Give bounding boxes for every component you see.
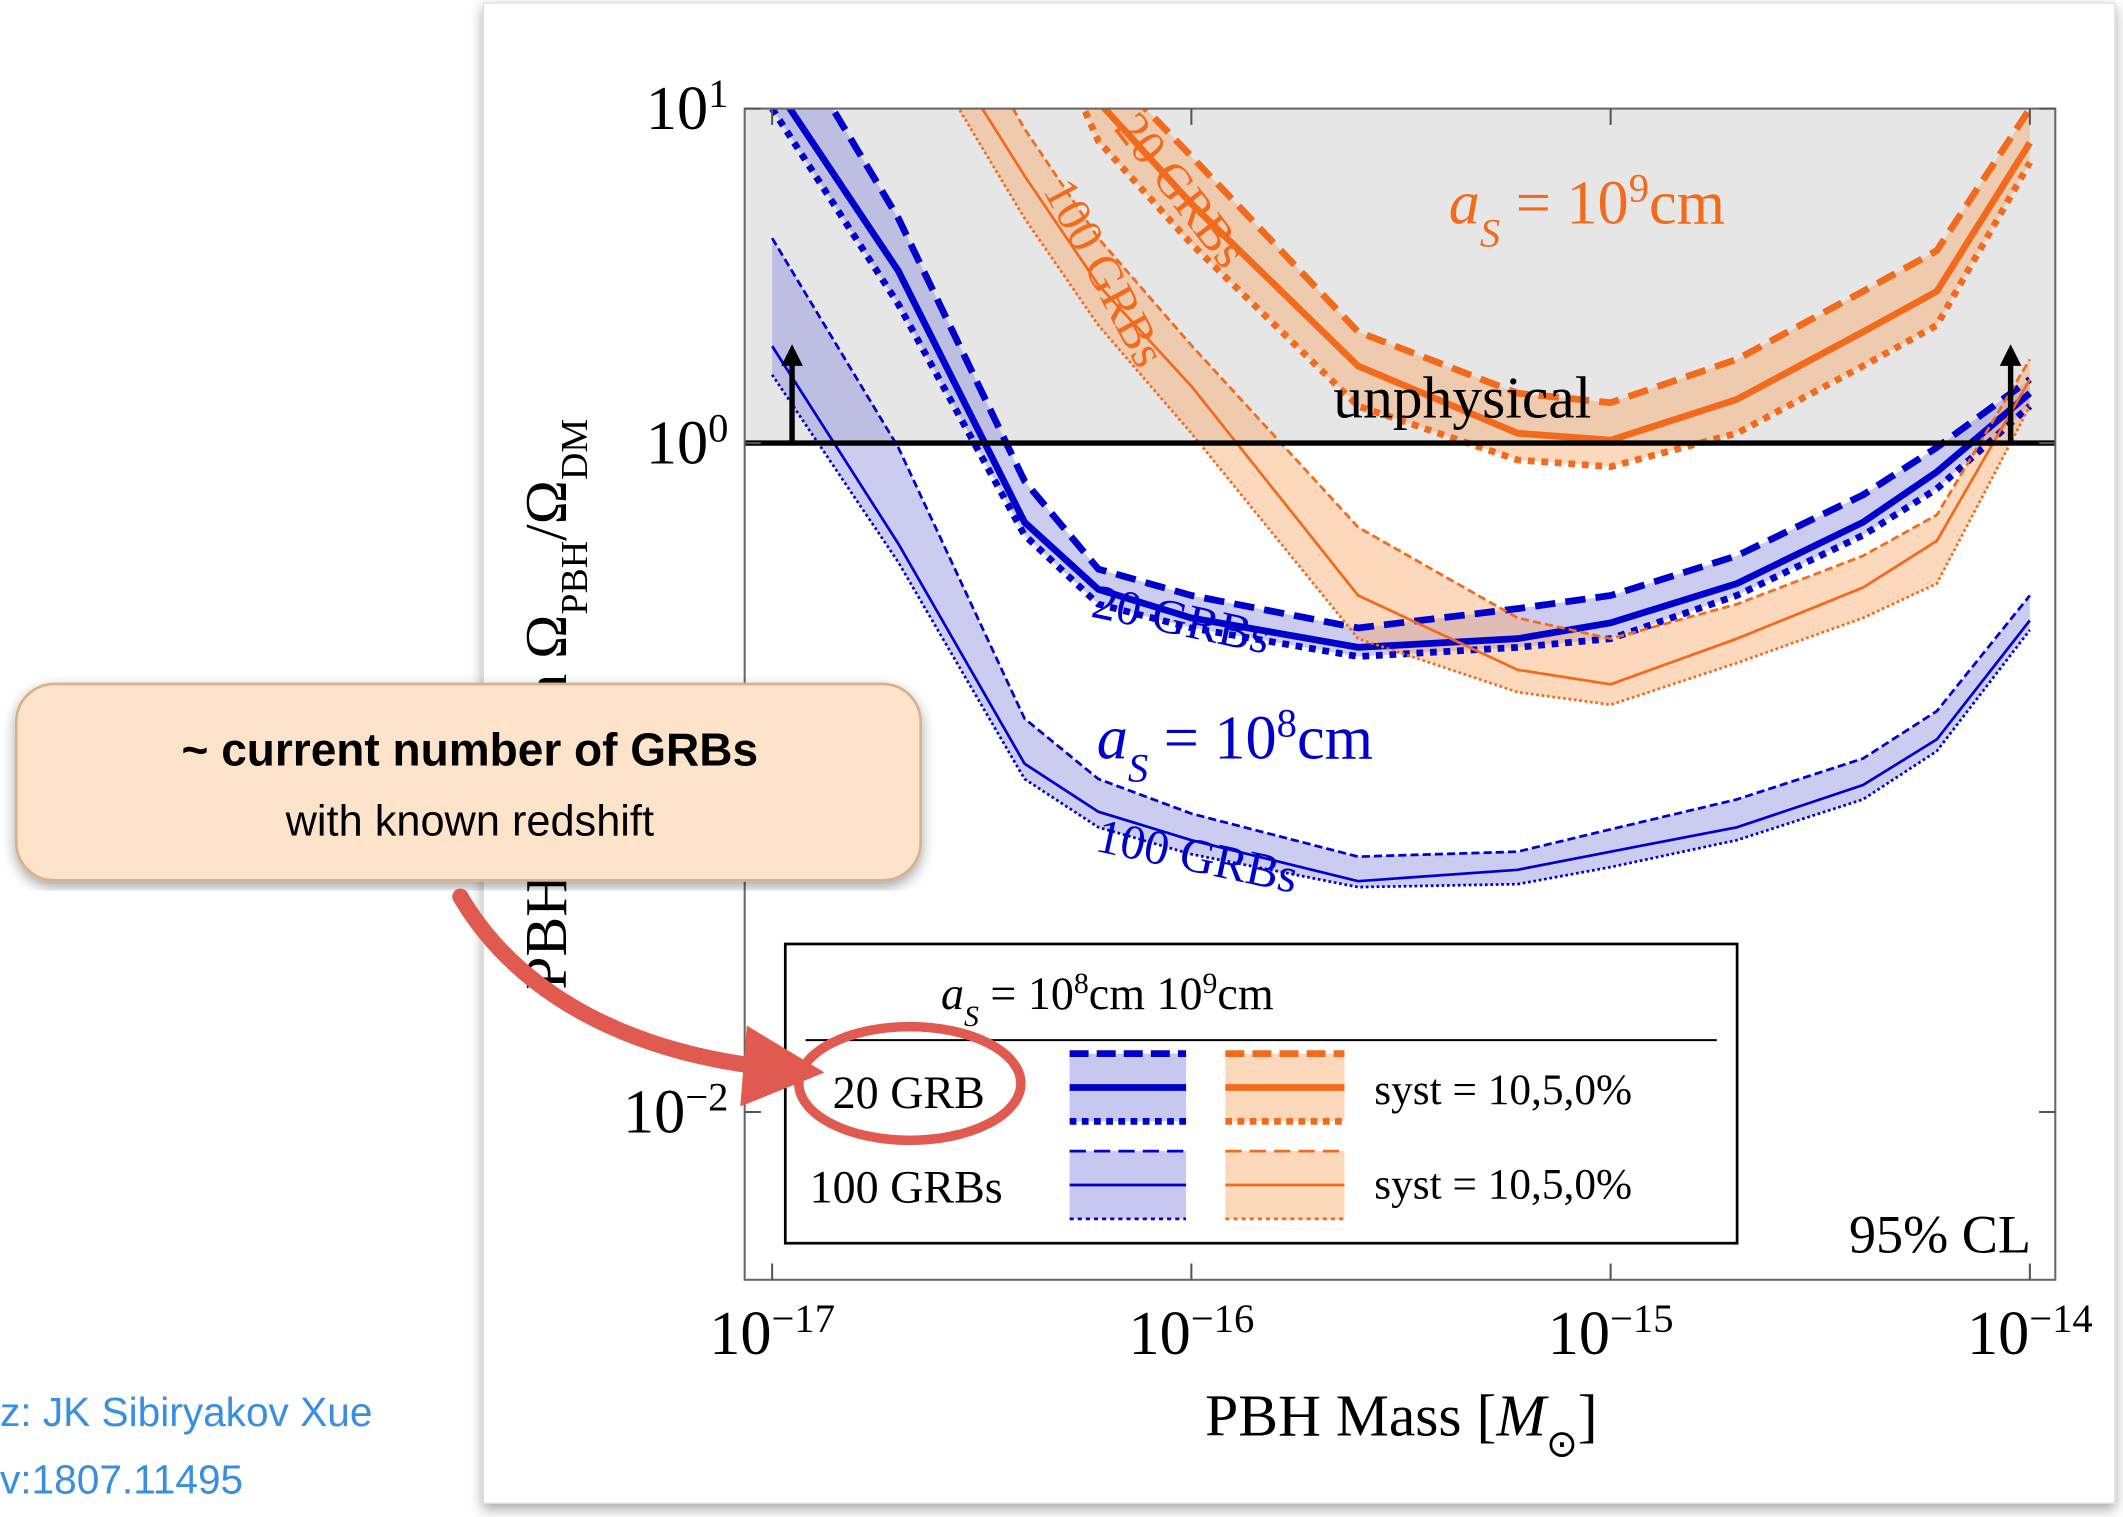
confidence-label: 95% CL — [1849, 1205, 2031, 1265]
t: 8 — [1074, 966, 1089, 999]
t: M — [1495, 1382, 1549, 1448]
t: a — [941, 968, 964, 1019]
legend-label: 100 GRBs — [810, 1162, 1003, 1213]
legend-label: 20 GRB — [833, 1067, 985, 1118]
line — [785, 108, 2033, 651]
t: PBH — [554, 541, 596, 615]
x-tick-base: 10 — [1548, 1300, 1610, 1368]
legend-label: syst = 10,5,0% — [1374, 1066, 1632, 1114]
line-upper — [828, 108, 2032, 632]
y-tick-base: 10 — [646, 409, 708, 477]
t: PBH Mass [ — [1205, 1382, 1496, 1448]
t: = 10 — [979, 968, 1074, 1019]
x-tick-exponent: −14 — [2029, 1296, 2093, 1341]
x-tick-label: 10−15 — [1548, 1296, 1674, 1369]
t: cm — [1217, 968, 1273, 1019]
t: cm 10 — [1089, 968, 1203, 1019]
line — [771, 345, 2031, 883]
t: 8 — [1277, 700, 1297, 745]
t: cm — [1649, 170, 1725, 238]
callout: ~ current number of GRBs with known reds… — [14, 682, 923, 882]
callout-subtitle: with known redshift — [285, 798, 654, 846]
annotation: aS = 108cm — [1097, 700, 1373, 790]
x-tick-exponent: −15 — [1610, 1296, 1674, 1341]
callout-title: ~ current number of GRBs — [182, 723, 759, 775]
legend-header: aS = 108cm 109cm — [941, 966, 1274, 1032]
y-tick-base: 10 — [646, 75, 708, 143]
line-upper — [1011, 108, 2032, 641]
unphysical-label: unphysical — [1333, 364, 1591, 430]
t: ] — [1578, 1382, 1598, 1448]
t: DM — [554, 419, 596, 480]
x-tick-exponent: −17 — [772, 1296, 836, 1341]
series-group — [769, 108, 2033, 889]
plot-area — [744, 108, 2056, 889]
y-tick-base: 10 — [623, 1078, 685, 1146]
y-tick-exponent: 0 — [708, 405, 728, 450]
t: S — [964, 999, 979, 1032]
x-axis-label: PBH Mass [M⊙] — [1205, 1382, 1597, 1465]
y-tick-label: 10−2 — [623, 1074, 728, 1147]
credit: v:1807.11495 — [0, 1457, 243, 1503]
line-lower — [771, 374, 2031, 889]
y-tick-exponent: 1 — [708, 70, 728, 115]
t: S — [1480, 210, 1500, 255]
line-lower — [1080, 108, 2033, 471]
line-lower — [957, 108, 2032, 707]
x-tick-label: 10−14 — [1967, 1296, 2093, 1369]
x-tick-base: 10 — [709, 1300, 771, 1368]
annotation: aS = 109cm — [1449, 165, 1725, 255]
y-tick-label: 101 — [646, 70, 729, 143]
pointer-arrow — [452, 888, 825, 1107]
line — [1100, 108, 2033, 444]
line-lower — [769, 108, 2033, 660]
t: 9 — [1203, 966, 1218, 999]
t: cm — [1297, 705, 1373, 773]
x-tick-label: 10−17 — [709, 1296, 835, 1369]
highlight-ring — [794, 1021, 1026, 1146]
legend-label: syst = 10,5,0% — [1374, 1161, 1632, 1209]
line — [980, 108, 2032, 686]
y-tick-exponent: −2 — [685, 1074, 728, 1119]
legend: aS = 108cm 109cm 20 GRB 100 GRBs syst = … — [783, 942, 1739, 1245]
x-tick-exponent: −16 — [1191, 1296, 1255, 1341]
line-upper — [771, 237, 2031, 859]
band — [1083, 108, 2030, 467]
x-tick-label: 10−16 — [1128, 1296, 1254, 1369]
credit: z: JK Sibiryakov Xue — [0, 1389, 372, 1435]
t: S — [1128, 745, 1148, 790]
unphysical-region — [744, 108, 2056, 444]
x-tick-base: 10 — [1967, 1300, 2029, 1368]
t: ⊙ — [1546, 1423, 1578, 1465]
t: a — [1097, 705, 1128, 773]
t: = 10 — [1148, 705, 1277, 773]
callout-box — [14, 682, 923, 882]
t: = 10 — [1500, 170, 1629, 238]
t: /Ω — [513, 480, 579, 541]
y-tick-label: 100 — [646, 405, 729, 478]
x-tick-base: 10 — [1128, 1300, 1190, 1368]
t: 9 — [1629, 165, 1649, 210]
band — [958, 108, 2030, 705]
t: a — [1449, 170, 1480, 238]
